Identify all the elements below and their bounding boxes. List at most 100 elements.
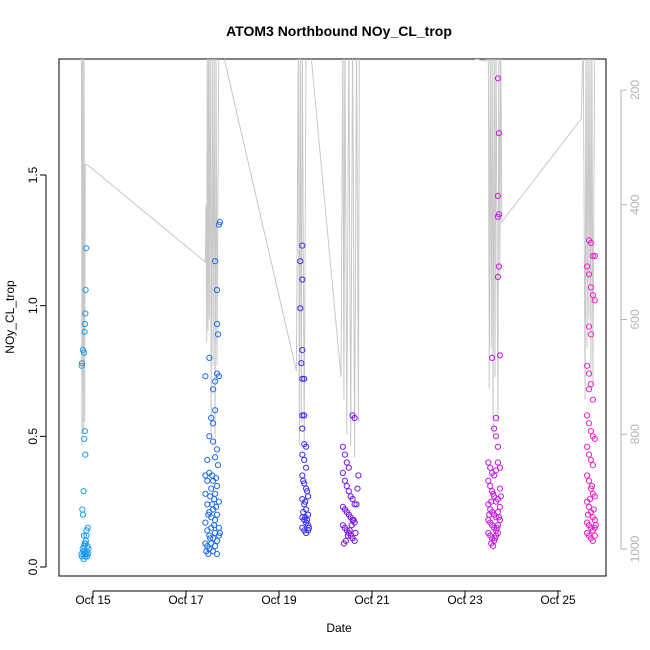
- data-point: [298, 360, 305, 367]
- data-point: [346, 527, 353, 534]
- data-point: [587, 239, 595, 246]
- data-point: [348, 522, 355, 529]
- data-point: [343, 459, 350, 466]
- data-point: [216, 218, 223, 226]
- data-point: [350, 516, 357, 524]
- points-layer: [78, 75, 599, 563]
- data-point: [351, 501, 358, 508]
- data-point: [585, 503, 593, 510]
- y2-tick-label: 600: [628, 309, 642, 329]
- data-point: [202, 519, 209, 526]
- data-point: [303, 443, 310, 450]
- y2-axis: 200 400 600 800 1000: [620, 80, 642, 562]
- data-point: [589, 252, 597, 260]
- data-point: [491, 472, 498, 479]
- x-tick-label: Oct 15: [75, 593, 111, 607]
- data-point: [345, 488, 352, 495]
- data-point: [495, 514, 502, 521]
- data-point: [585, 271, 593, 278]
- data-point: [212, 378, 219, 385]
- data-point: [83, 527, 90, 534]
- data-point: [82, 310, 89, 317]
- data-point: [213, 370, 221, 377]
- y-tick-label: 1.0: [26, 297, 40, 314]
- data-point: [80, 349, 88, 356]
- data-point: [339, 443, 346, 450]
- data-point: [589, 396, 597, 403]
- data-point: [587, 456, 595, 463]
- data-point: [213, 537, 221, 545]
- data-point: [591, 252, 598, 260]
- data-point: [208, 485, 215, 492]
- plot-area: [58, 58, 607, 577]
- data-point: [205, 511, 212, 518]
- data-point: [584, 511, 592, 518]
- data-point: [204, 477, 211, 484]
- data-point: [214, 462, 222, 469]
- data-point: [214, 331, 222, 338]
- data-point: [488, 498, 495, 505]
- y2-tick-label: 1000: [628, 535, 642, 562]
- data-point: [299, 347, 306, 354]
- data-point: [494, 75, 501, 82]
- data-point: [202, 373, 209, 380]
- data-point: [586, 496, 594, 503]
- data-point: [490, 490, 497, 497]
- data-point: [299, 451, 306, 458]
- data-point: [81, 320, 89, 328]
- data-point: [590, 506, 597, 513]
- data-point: [353, 501, 360, 508]
- data-point: [487, 464, 494, 471]
- data-point: [487, 482, 494, 490]
- y-axis-label: NOy_CL_trop: [3, 280, 17, 354]
- data-point: [587, 284, 595, 291]
- data-point: [299, 472, 306, 479]
- data-point: [299, 412, 306, 419]
- y2-tick-label: 800: [628, 424, 642, 444]
- data-point: [213, 286, 221, 294]
- data-point: [492, 433, 500, 440]
- data-point: [212, 490, 219, 497]
- data-point: [299, 276, 306, 283]
- data-point: [591, 532, 598, 539]
- data-point: [585, 451, 593, 458]
- x-tick-label: Oct 21: [354, 593, 390, 607]
- data-point: [355, 472, 362, 479]
- data-point: [300, 477, 307, 484]
- data-point: [494, 522, 501, 529]
- data-point: [212, 516, 219, 524]
- data-point: [301, 412, 308, 419]
- data-point: [584, 472, 591, 479]
- data-point: [207, 493, 214, 500]
- data-point: [210, 420, 217, 427]
- data-point: [212, 503, 220, 510]
- data-point: [345, 464, 352, 471]
- data-point: [496, 485, 503, 492]
- data-point: [354, 485, 361, 492]
- data-point: [301, 375, 308, 382]
- data-point: [493, 524, 501, 531]
- data-point: [494, 192, 501, 199]
- data-point: [589, 292, 597, 299]
- data-point: [82, 451, 89, 458]
- data-point: [496, 352, 503, 359]
- data-point: [584, 263, 591, 270]
- data-point: [584, 412, 591, 419]
- data-point: [85, 545, 92, 552]
- data-point: [342, 537, 349, 545]
- data-point: [80, 532, 88, 539]
- data-point: [591, 435, 598, 442]
- data-point: [212, 407, 219, 414]
- data-point: [213, 511, 221, 518]
- data-point: [341, 477, 348, 484]
- data-point: [216, 529, 223, 537]
- y2-tick-label: 200: [628, 80, 642, 100]
- data-point: [210, 386, 217, 393]
- data-point: [204, 456, 211, 463]
- data-point: [490, 543, 497, 550]
- data-point: [79, 511, 87, 518]
- data-point: [497, 493, 504, 500]
- data-point: [589, 462, 597, 469]
- data-point: [585, 420, 593, 427]
- y-tick-label: 1.5: [26, 166, 40, 183]
